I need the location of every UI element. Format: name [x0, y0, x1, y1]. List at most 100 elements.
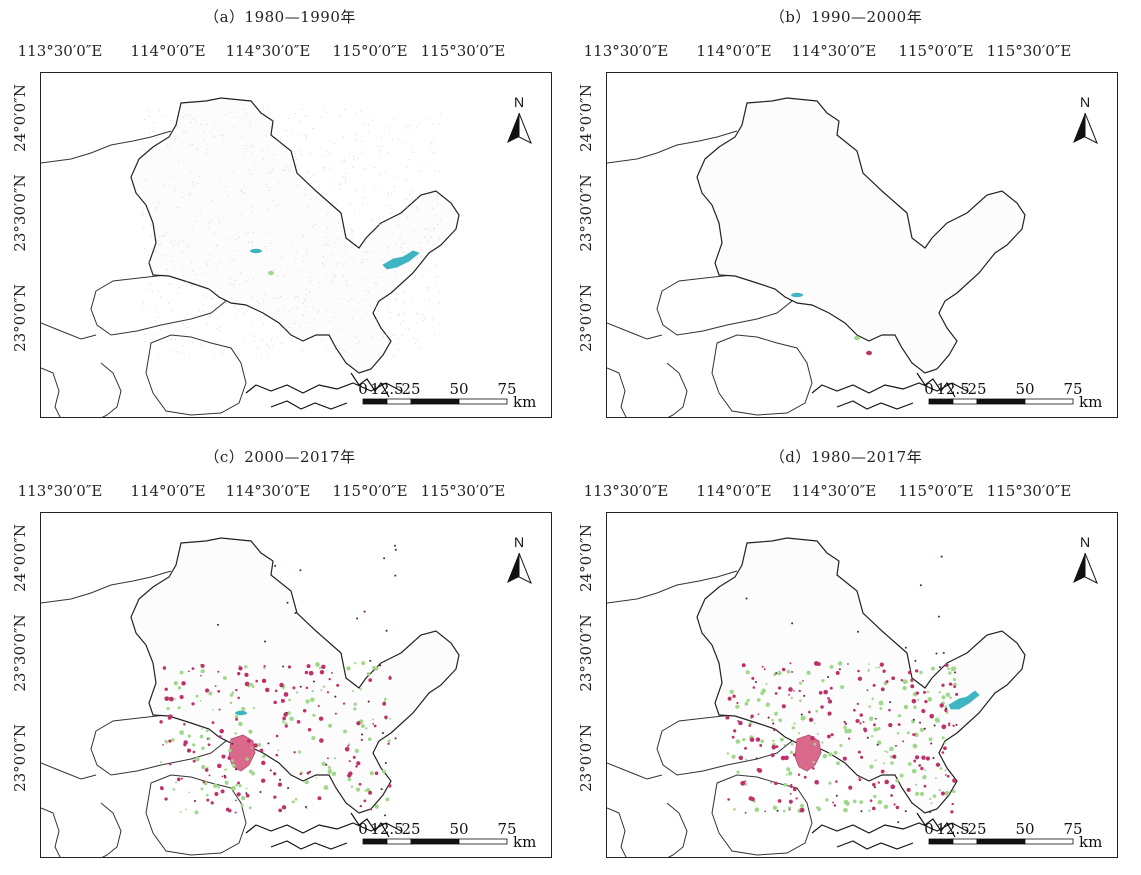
change-pixel [748, 724, 752, 727]
boundary-line [607, 570, 738, 604]
change-pixel [897, 723, 901, 726]
land-pixel [251, 231, 253, 233]
change-pixel [204, 768, 209, 772]
land-pixel [202, 294, 204, 296]
scale-segment [928, 838, 954, 845]
change-pixel [214, 792, 219, 796]
change-pixel [946, 774, 950, 778]
change-pixel [943, 746, 947, 751]
coastline [350, 372, 390, 398]
scale-segment [410, 398, 460, 405]
land-pixel [398, 138, 400, 140]
change-pixel [906, 787, 911, 792]
change-pixel [365, 787, 371, 793]
land-pixel [343, 159, 345, 161]
land-pixel [160, 329, 162, 331]
land-pixel [403, 320, 405, 322]
land-pixel [235, 238, 237, 240]
change-pixel [359, 804, 363, 808]
change-pixel [173, 681, 178, 686]
land-pixel [363, 169, 365, 171]
land-pixel [271, 337, 273, 339]
change-pixel [844, 728, 849, 734]
change-pixel [933, 724, 936, 727]
change-pixel [379, 664, 382, 667]
change-pixel [902, 740, 905, 743]
land-pixel [353, 158, 355, 160]
land-pixel [305, 138, 307, 140]
change-pixel [311, 689, 314, 693]
land-pixel [313, 319, 315, 321]
change-pixel [389, 717, 392, 720]
land-pixel [183, 316, 185, 318]
change-pixel [368, 790, 373, 795]
land-pixel [341, 161, 343, 163]
change-pixel [791, 670, 794, 673]
change-pixel [888, 722, 893, 728]
land-pixel [362, 259, 364, 261]
land-pixel [187, 247, 189, 249]
land-pixel [329, 239, 331, 241]
land-pixel [326, 243, 328, 245]
urban-expansion-patch [228, 734, 256, 772]
land-pixel [246, 280, 248, 282]
land-pixel [304, 115, 306, 117]
change-pixel [304, 670, 309, 675]
land-pixel [362, 299, 364, 301]
change-pixel [761, 665, 764, 668]
land-pixel [435, 284, 437, 286]
longitude-label: 114°30′0″E [791, 42, 877, 60]
change-pixel [347, 744, 350, 747]
change-pixel [934, 777, 937, 780]
land-pixel [257, 347, 259, 349]
change-pixel [191, 667, 195, 671]
land-pixel [267, 108, 269, 110]
change-pixel [318, 666, 322, 670]
land-pixel [350, 228, 352, 230]
land-pixel [223, 137, 225, 139]
land-pixel [385, 172, 387, 174]
change-pixel [770, 753, 775, 758]
change-pixel [889, 746, 894, 752]
land-pixel [417, 313, 419, 315]
change-pixel [251, 685, 255, 689]
change-pixel [795, 797, 798, 800]
change-pixel [221, 754, 226, 759]
land-pixel [200, 345, 202, 347]
land-pixel [233, 250, 235, 252]
scale-segment [1024, 398, 1074, 405]
change-pixel [788, 799, 793, 804]
change-pixel [309, 770, 312, 773]
change-pixel [789, 792, 792, 795]
change-pixel [374, 771, 379, 776]
land-pixel [278, 287, 280, 289]
change-pixel [259, 748, 264, 753]
land-pixel [298, 270, 300, 272]
land-pixel [233, 260, 235, 262]
land-pixel [381, 224, 383, 226]
change-pixel [799, 807, 805, 813]
change-pixel [930, 666, 935, 671]
change-pixel [348, 760, 351, 763]
land-pixel [416, 312, 418, 314]
land-pixel [283, 328, 285, 330]
change-pixel [914, 783, 918, 786]
change-pixel [944, 790, 950, 796]
change-pixel [878, 700, 884, 706]
land-pixel [408, 158, 410, 160]
change-pixel [273, 700, 277, 705]
land-pixel [287, 310, 289, 312]
land-pixel [214, 290, 216, 292]
change-pixel [194, 810, 199, 815]
land-pixel [210, 316, 212, 318]
change-pixel [383, 557, 386, 560]
land-pixel [405, 198, 407, 200]
change-pixel [231, 763, 236, 768]
land-pixel [251, 324, 253, 326]
change-pixel [725, 715, 730, 720]
change-pixel [815, 709, 819, 713]
land-pixel [364, 185, 366, 187]
land-pixel [328, 245, 330, 247]
land-pixel [395, 274, 397, 276]
